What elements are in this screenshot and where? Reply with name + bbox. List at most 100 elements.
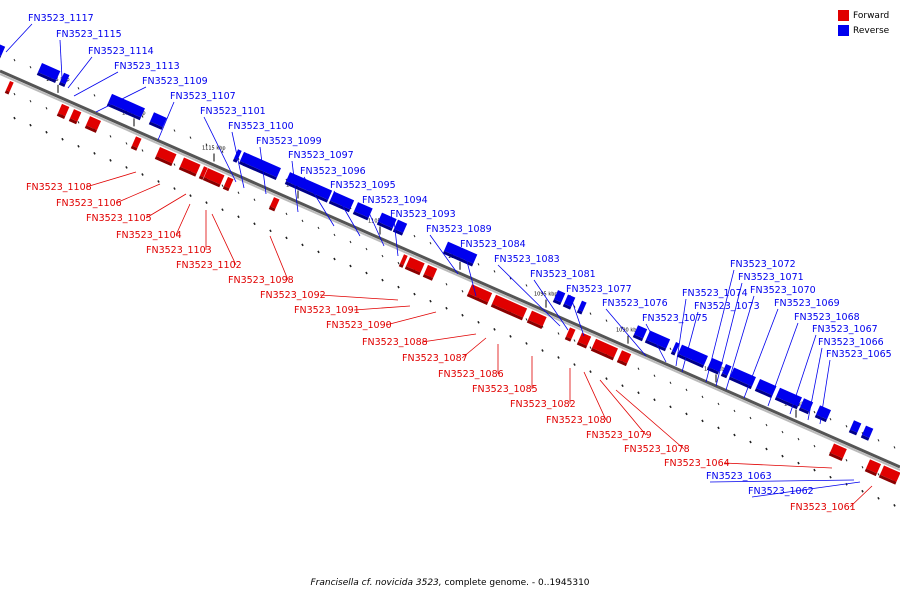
gene-body (577, 300, 587, 312)
gene-shadow (728, 376, 752, 390)
genome-caption: Francisella cf. novicida 3523, complete … (0, 578, 900, 588)
reverse-gene-label: FN3523_1115 (56, 29, 122, 40)
reverse-gene (148, 112, 167, 130)
reverse-gene (232, 149, 242, 163)
reverse-leader-line (365, 205, 385, 247)
rail-tick (749, 440, 752, 444)
reverse-gene (798, 398, 814, 415)
reverse-leader-line (605, 308, 647, 357)
gene-body (269, 197, 280, 209)
rail-tick (589, 370, 592, 373)
forward-gene (422, 264, 438, 281)
reverse-gene (576, 300, 587, 315)
rail-tick (813, 410, 816, 414)
gene-body (617, 350, 632, 364)
gene-shadow (422, 274, 434, 281)
forward-leader-line (145, 193, 187, 219)
rail-tick (365, 271, 368, 275)
gene-shadow (552, 299, 562, 306)
forward-gene-label: FN3523_1108 (26, 182, 92, 193)
rail-tick (797, 437, 800, 441)
rail-tick (765, 447, 768, 451)
reverse-gene-label: FN3523_1073 (694, 301, 760, 312)
scale-tick-label: 1125 kbp (46, 77, 70, 83)
reverse-gene-label: FN3523_1071 (738, 272, 804, 283)
reverse-gene (242, 153, 281, 181)
gene-shadow (562, 303, 572, 310)
rail-tick (77, 144, 80, 148)
gene-shadow (632, 334, 644, 342)
rail-tick (221, 184, 224, 187)
reverse-gene-label: FN3523_1096 (300, 166, 366, 177)
rail-tick (557, 356, 560, 359)
rail-tick (29, 123, 32, 127)
forward-leader-line (211, 213, 237, 266)
gene-shadow (676, 353, 683, 359)
gene-body (677, 344, 687, 356)
gene-body (353, 202, 373, 218)
forward-gene (268, 197, 280, 212)
gene-shadow (864, 468, 877, 477)
gene-body (199, 166, 208, 178)
forward-leader-line (269, 235, 289, 281)
reverse-gene-label: FN3523_1083 (494, 254, 560, 265)
reverse-leader-line (819, 359, 831, 425)
reverse-gene (328, 191, 355, 213)
forward-gene (202, 168, 225, 188)
gene-body (57, 103, 70, 117)
reverse-leader-line (259, 146, 267, 195)
reverse-gene (680, 346, 708, 368)
reverse-gene-label: FN3523_1066 (818, 337, 884, 348)
rail-tick (637, 367, 640, 370)
rail-tick (45, 107, 48, 110)
forward-gene-label: FN3523_1085 (472, 384, 538, 395)
forward-gene (198, 166, 208, 180)
rail-tick (669, 381, 672, 385)
gene-shadow (404, 266, 421, 276)
rail-tick (397, 261, 400, 265)
gene-shadow (670, 351, 676, 356)
gene-body (681, 346, 708, 366)
rail-tick (93, 152, 96, 155)
forward-gene (4, 80, 14, 95)
rail-tick (253, 198, 256, 201)
reverse-gene-label: FN3523_1075 (642, 313, 708, 324)
rail-tick (877, 473, 880, 476)
rail-tick (77, 121, 80, 124)
forward-gene (616, 350, 632, 367)
forward-leader-line (723, 462, 833, 469)
forward-gene (828, 443, 847, 462)
rail-tick (589, 312, 592, 315)
gene-shadow (36, 72, 57, 83)
rail-tick (797, 461, 800, 465)
rail-tick (205, 201, 208, 204)
rail-tick (653, 398, 656, 402)
gene-shadow (68, 118, 78, 125)
gene-body (223, 176, 234, 189)
rail-tick (13, 92, 16, 96)
rail-tick (669, 405, 672, 409)
forward-leader-line (583, 371, 607, 421)
rail-tick (29, 65, 32, 69)
gene-body (131, 136, 142, 148)
forward-gene (878, 465, 900, 485)
gene-body (37, 63, 61, 81)
reverse-leader-line (59, 39, 63, 79)
forward-gene (526, 310, 547, 329)
gene-shadow (58, 81, 66, 88)
forward-gene-label: FN3523_1061 (790, 502, 856, 513)
reverse-leader-line (497, 264, 561, 327)
gene-shadow (878, 474, 897, 485)
reverse-gene (848, 420, 862, 436)
reverse-leader-line (95, 86, 147, 113)
gene-shadow (242, 162, 277, 181)
reverse-gene (552, 290, 566, 306)
rail-tick (221, 150, 224, 153)
gene-shadow (232, 158, 238, 163)
reverse-gene (728, 367, 756, 390)
rail-tick (829, 417, 832, 421)
rail-tick (45, 130, 48, 134)
gene-shadow (148, 121, 163, 130)
rail-tick (621, 384, 624, 388)
legend-forward-label: Forward (853, 10, 890, 21)
